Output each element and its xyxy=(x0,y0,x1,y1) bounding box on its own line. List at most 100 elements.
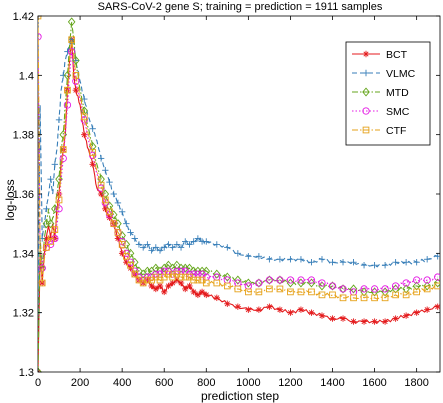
data-point-vlmc xyxy=(234,250,242,257)
data-point-ctf xyxy=(177,273,185,281)
data-point-bct xyxy=(276,306,284,313)
legend-marker-vlmc xyxy=(362,69,370,77)
data-point-bct xyxy=(392,315,399,322)
data-point-bct xyxy=(245,306,252,313)
data-point-bct xyxy=(213,294,221,302)
data-point-vlmc xyxy=(423,256,431,263)
chart-title: SARS-CoV-2 gene S; training = prediction… xyxy=(98,1,383,13)
data-point-mtd xyxy=(63,70,72,80)
legend-box xyxy=(345,41,431,146)
data-point-vlmc xyxy=(224,244,231,251)
data-point-bct xyxy=(198,288,206,296)
data-point-mtd xyxy=(126,248,135,258)
data-point-smc xyxy=(297,276,305,284)
data-point-ctf xyxy=(97,181,105,189)
data-point-mtd xyxy=(286,278,295,288)
data-point-ctf xyxy=(413,288,420,296)
data-point-vlmc xyxy=(148,247,155,254)
y-tick-label: 1.36 xyxy=(13,189,34,201)
data-point-bct xyxy=(182,285,189,293)
data-point-vlmc xyxy=(318,256,326,263)
data-point-mtd xyxy=(412,281,421,291)
data-point-ctf xyxy=(118,241,126,248)
y-tick-label: 1.38 xyxy=(13,130,34,142)
data-point-mtd xyxy=(51,204,59,214)
data-point-ctf xyxy=(318,291,326,299)
data-point-ctf xyxy=(329,291,336,299)
data-point-vlmc xyxy=(169,244,176,251)
x-tick-label: 1200 xyxy=(278,377,302,389)
data-point-bct xyxy=(413,309,420,316)
data-point-ctf xyxy=(234,285,242,293)
data-point-vlmc xyxy=(114,199,122,207)
y-axis-ticks: 1.3 1.32 1.34 1.36 1.38 1.4 1.42 xyxy=(13,11,440,379)
legend-item-vlmc: VLMC xyxy=(352,68,416,80)
legend-label-mtd: MTD xyxy=(386,87,409,99)
data-point-smc xyxy=(38,264,46,272)
data-point-vlmc xyxy=(131,235,138,242)
data-point-vlmc xyxy=(106,178,113,186)
data-point-bct xyxy=(371,318,378,325)
data-point-bct xyxy=(156,282,164,290)
data-point-vlmc xyxy=(186,241,193,248)
data-point-vlmc xyxy=(161,244,168,251)
y-axis-label: log-loss xyxy=(3,179,17,220)
data-point-ctf xyxy=(59,146,67,153)
x-tick-label: 200 xyxy=(71,377,89,389)
data-point-mtd xyxy=(164,260,173,270)
data-point-bct xyxy=(297,306,305,313)
legend-marker-smc xyxy=(362,107,370,115)
data-point-bct xyxy=(381,318,389,325)
x-tick-label: 0 xyxy=(35,377,41,389)
data-point-mtd xyxy=(67,17,76,27)
data-point-ctf xyxy=(190,276,197,284)
data-point-mtd xyxy=(297,278,305,288)
data-point-vlmc xyxy=(182,238,189,245)
series-line-vlmc xyxy=(38,39,438,313)
data-point-bct xyxy=(318,312,326,319)
data-point-mtd xyxy=(381,287,389,297)
data-point-mtd xyxy=(360,287,368,297)
series-vlmc xyxy=(38,36,440,316)
data-point-ctf xyxy=(223,282,231,290)
data-point-mtd xyxy=(328,281,337,291)
data-point-vlmc xyxy=(213,241,221,248)
data-point-smc xyxy=(68,47,76,56)
data-point-mtd xyxy=(202,266,211,276)
data-point-bct xyxy=(81,131,88,138)
data-point-smc xyxy=(360,285,368,293)
data-point-vlmc xyxy=(51,161,59,168)
data-point-mtd xyxy=(38,263,46,273)
data-point-smc xyxy=(307,276,316,284)
data-point-mtd xyxy=(59,130,68,140)
data-point-ctf xyxy=(47,238,54,245)
data-point-smc xyxy=(370,285,379,293)
data-point-bct xyxy=(255,306,263,313)
data-point-ctf xyxy=(266,285,273,293)
legend-label-bct: BCT xyxy=(386,49,408,61)
x-tick-label: 1400 xyxy=(320,377,344,389)
data-point-vlmc xyxy=(60,72,67,79)
data-point-mtd xyxy=(38,367,42,372)
x-tick-label: 400 xyxy=(113,377,131,389)
x-axis-ticks: 0 200 400 600 800 1000 1200 1400 1600 1800 xyxy=(35,16,429,389)
data-point-vlmc xyxy=(190,238,197,245)
y-tick-label: 1.32 xyxy=(13,308,34,320)
data-point-mtd xyxy=(173,260,181,270)
data-point-ctf xyxy=(144,276,151,284)
data-point-vlmc xyxy=(55,116,63,124)
x-tick-label: 1600 xyxy=(362,377,386,389)
data-point-smc xyxy=(381,285,389,293)
legend-label-smc: SMC xyxy=(386,106,410,118)
data-point-ctf xyxy=(392,291,399,299)
data-point-vlmc xyxy=(266,256,273,263)
data-point-smc xyxy=(276,276,284,284)
data-point-vlmc xyxy=(371,262,378,269)
data-point-smc xyxy=(244,282,253,290)
data-point-smc xyxy=(63,101,72,109)
data-point-vlmc xyxy=(123,220,130,227)
data-point-vlmc xyxy=(97,155,105,162)
data-point-mtd xyxy=(223,272,232,282)
data-point-ctf xyxy=(350,294,357,302)
